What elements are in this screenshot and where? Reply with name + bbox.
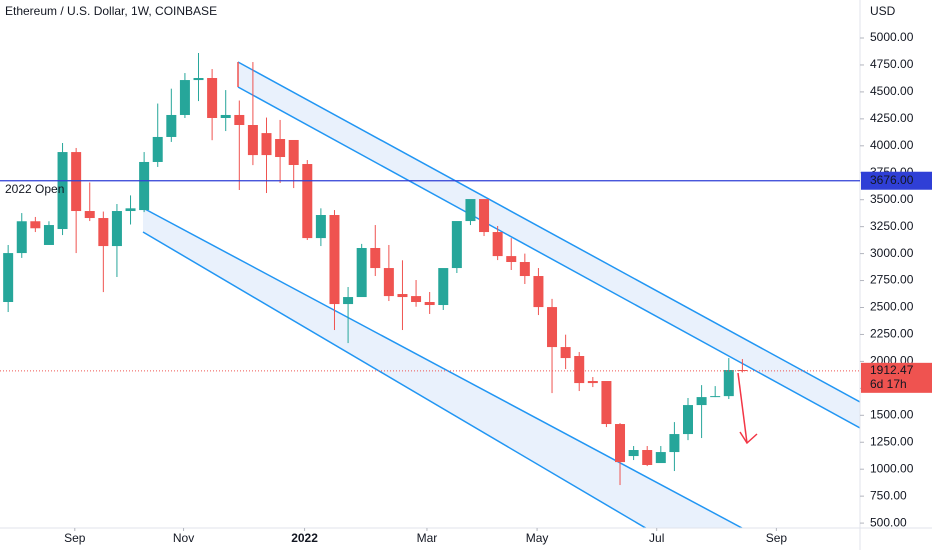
y-tick-label: 3000.00 xyxy=(870,246,914,260)
drawings xyxy=(142,61,860,528)
y-tick-label: 4750.00 xyxy=(870,57,914,71)
candle-body xyxy=(356,247,367,298)
candle-body xyxy=(71,152,82,212)
y-tick-label: 750.00 xyxy=(870,488,907,502)
channel-fill xyxy=(143,208,742,528)
candle-body xyxy=(615,424,626,463)
candle-body xyxy=(275,139,286,158)
candle-body xyxy=(424,302,435,306)
candle-body xyxy=(207,78,218,118)
candle-body xyxy=(506,256,517,263)
arrow-head xyxy=(739,431,758,445)
channel-fill xyxy=(238,62,860,428)
y-tick-label: 3250.00 xyxy=(870,219,914,233)
candle-body xyxy=(16,221,27,254)
marks xyxy=(3,52,748,486)
y-tick-label: 4250.00 xyxy=(870,111,914,125)
x-tick-label: Sep xyxy=(64,531,86,545)
candle-body xyxy=(247,125,258,156)
candle-body xyxy=(43,225,54,245)
y-axis-label: USD xyxy=(870,4,896,18)
candle-body xyxy=(492,232,503,257)
candle-body xyxy=(139,161,150,211)
y-tick-label: 4000.00 xyxy=(870,138,914,152)
candle-body xyxy=(3,253,14,303)
candle-body xyxy=(329,215,340,305)
candle-body xyxy=(669,434,680,453)
candle-body xyxy=(642,450,653,465)
candle-body xyxy=(547,307,558,348)
chart-title: Ethereum / U.S. Dollar, 1W, COINBASE xyxy=(5,4,217,18)
countdown: 6d 17h xyxy=(870,377,907,391)
candle-body xyxy=(710,396,721,398)
channel-line xyxy=(237,61,860,403)
candle-body xyxy=(220,114,231,118)
candle-body xyxy=(125,208,136,212)
x-tick-label: May xyxy=(526,531,549,545)
x-tick-label: Mar xyxy=(417,531,438,545)
candle-body xyxy=(179,80,190,115)
x-tick-label: Nov xyxy=(173,531,194,545)
candle-body xyxy=(574,356,585,384)
y-tick-label: 2500.00 xyxy=(870,300,914,314)
y-tick-label: 1000.00 xyxy=(870,461,914,475)
candle-body xyxy=(683,405,693,435)
candle-body xyxy=(737,370,748,372)
candle-body xyxy=(655,452,666,464)
candle-body xyxy=(234,114,245,126)
candle-body xyxy=(383,268,394,297)
candle-body xyxy=(84,211,95,219)
arrow-line xyxy=(737,372,748,444)
candle-body xyxy=(696,397,707,406)
candle-body xyxy=(98,218,109,247)
candle-body xyxy=(261,133,272,156)
candle-body xyxy=(519,262,530,277)
y-tick-label: 2250.00 xyxy=(870,327,914,341)
candle-body xyxy=(587,381,598,384)
candle-body xyxy=(465,199,476,222)
arrow xyxy=(737,372,758,445)
level-name: 2022 Open xyxy=(5,182,64,196)
candle-body xyxy=(397,294,408,298)
channel-line xyxy=(142,231,648,528)
price-tag xyxy=(861,362,932,393)
candle-body xyxy=(111,211,122,247)
y-tick-label: 4500.00 xyxy=(870,84,914,98)
x-tick-label: 2022 xyxy=(291,531,318,545)
y-tick-label: 2750.00 xyxy=(870,273,914,287)
candle-body xyxy=(302,164,313,239)
candle-body xyxy=(193,78,204,81)
level-tag-label: 3676.00 xyxy=(870,173,914,187)
candle-body xyxy=(628,450,639,457)
candle-body xyxy=(30,221,41,229)
candle-body xyxy=(57,152,68,230)
x-tick-label: Sep xyxy=(766,531,788,545)
candle-body xyxy=(315,215,326,239)
candle-body xyxy=(152,136,163,162)
x-tick-label: Jul xyxy=(649,531,664,545)
candle-body xyxy=(479,199,490,233)
candle-body xyxy=(438,268,449,306)
y-tick-label: 3500.00 xyxy=(870,192,914,206)
channel-line xyxy=(142,207,743,528)
candle-body xyxy=(370,247,381,269)
y-tick-label: 1500.00 xyxy=(870,407,914,421)
y-tick-label: 500.00 xyxy=(870,515,907,529)
candle-body xyxy=(343,297,354,305)
price-tag-label: 1912.47 xyxy=(870,363,914,377)
candle-body xyxy=(560,347,571,359)
candle-body xyxy=(411,296,422,303)
candle-body xyxy=(601,381,612,425)
candle-body xyxy=(451,221,462,269)
candle-body xyxy=(723,370,734,397)
y-tick-label: 1250.00 xyxy=(870,434,914,448)
y-tick-label: 5000.00 xyxy=(870,30,914,44)
candle-body xyxy=(533,276,544,308)
level-tag xyxy=(861,171,932,190)
candle-body xyxy=(166,114,177,137)
candle-body xyxy=(288,139,299,165)
